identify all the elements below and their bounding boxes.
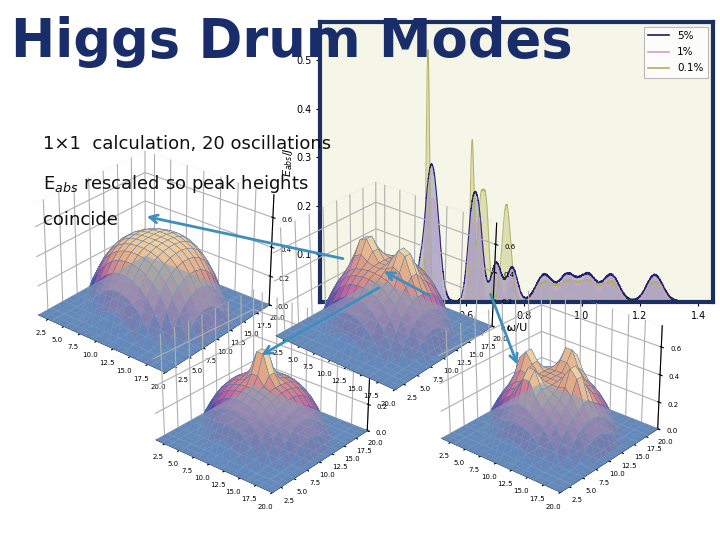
Text: coincide: coincide <box>43 211 118 228</box>
Text: 1×1  calculation, 20 oscillations: 1×1 calculation, 20 oscillations <box>43 135 331 153</box>
Text: E$_{abs}$ rescaled so peak heights: E$_{abs}$ rescaled so peak heights <box>43 173 309 195</box>
Legend: 5%, 1%, 0.1%: 5%, 1%, 0.1% <box>644 27 708 78</box>
Text: Higgs Drum Modes: Higgs Drum Modes <box>11 16 572 68</box>
Y-axis label: $E_{abs}/J$: $E_{abs}/J$ <box>281 147 294 177</box>
X-axis label: ω/U: ω/U <box>506 323 527 333</box>
